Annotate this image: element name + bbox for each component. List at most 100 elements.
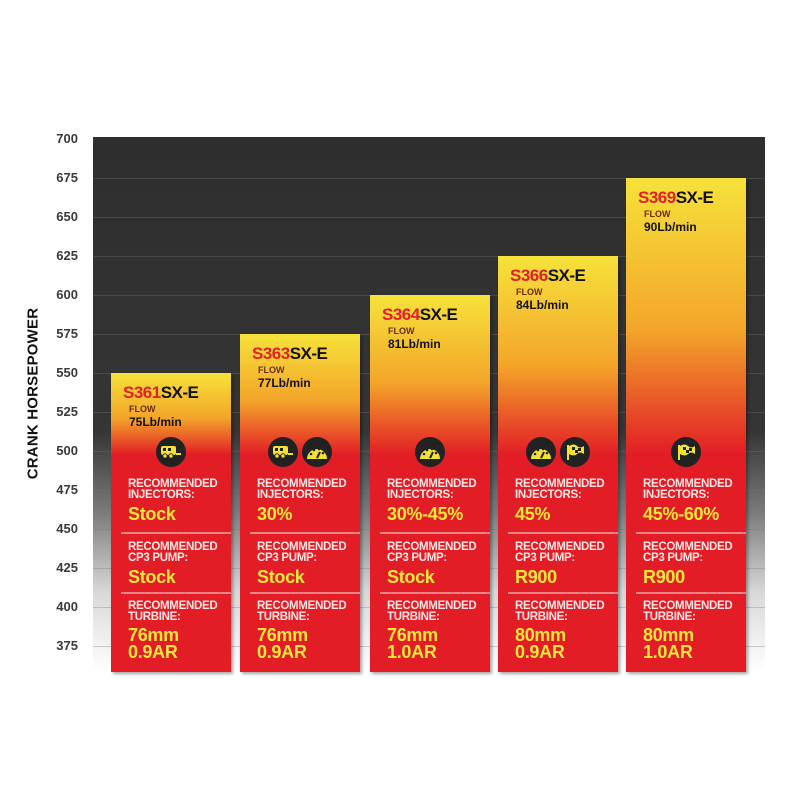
flow-value: 84Lb/min [516,298,569,312]
turbine-size: 76mm [257,625,308,645]
model-name: S361SX-E [123,383,199,403]
turbine-size: 80mm [515,625,566,645]
pump-label-line2: CP3 PUMP: [128,552,188,564]
flow-value: 75Lb/min [129,415,182,429]
gridline [93,178,765,179]
use-icons [626,437,746,467]
y-tick-label: 600 [56,287,78,302]
pump-label-line1: RECOMMENDED [387,541,477,553]
bar-s366: S366SX-E FLOW 84Lb/min RECOMMENDED INJECT… [498,256,618,672]
turbine-label-line2: TURBINE: [128,611,181,623]
towing-trailer-icon [156,437,186,467]
y-tick-label: 525 [56,404,78,419]
injectors-label: RECOMMENDED INJECTORS: [643,478,733,501]
performance-gauge-icon [302,437,332,467]
divider [636,532,746,534]
y-tick-label: 400 [56,599,78,614]
divider [121,532,231,534]
injectors-label: RECOMMENDED INJECTORS: [515,478,605,501]
bar-s363: S363SX-E FLOW 77Lb/min RECOMMENDED INJECT… [240,334,360,672]
turbine-value: 76mm 1.0AR [387,625,438,662]
turbine-value: 80mm 1.0AR [643,626,694,661]
flow-label: FLOW [258,365,285,375]
turbine-label-line1: RECOMMENDED [257,600,347,612]
bar-s361: S361SX-E FLOW 75Lb/min RECOMMENDED INJECT… [111,373,231,672]
use-icons [111,437,231,467]
injectors-label-line2: INJECTORS: [643,489,710,501]
turbine-label-line1: RECOMMENDED [515,600,605,612]
model-prefix: S361 [123,383,161,402]
turbine-ar: 1.0AR [387,642,437,662]
model-name: S364SX-E [382,305,458,325]
turbine-label: RECOMMENDED TURBINE: [257,600,347,623]
turbine-value: 76mm 0.9AR [128,625,179,662]
pump-value: Stock [257,567,305,587]
turbine-label: RECOMMENDED TURBINE: [643,600,733,623]
injectors-value: 30% [257,504,293,524]
turbine-label-line1: RECOMMENDED [643,600,733,612]
pump-label: RECOMMENDED CP3 PUMP: [257,541,347,564]
turbine-label-line2: TURBINE: [257,611,310,623]
pump-label: RECOMMENDED CP3 PUMP: [387,541,477,564]
performance-gauge-icon [415,437,445,467]
turbine-ar: 0.9AR [515,642,565,662]
turbine-size: 76mm [387,625,438,645]
y-tick-label: 650 [56,209,78,224]
injectors-label-line1: RECOMMENDED [643,478,733,490]
checkered-flag-icon [560,437,590,467]
injectors-label-line2: INJECTORS: [515,489,582,501]
pump-label-line2: CP3 PUMP: [257,552,317,564]
model-suffix: SX-E [160,383,199,402]
model-suffix: SX-E [419,305,458,324]
y-tick-label: 675 [56,170,78,185]
turbine-ar: 0.9AR [257,642,307,662]
y-tick-label: 425 [56,560,78,575]
use-icons [370,437,490,467]
y-tick-label: 375 [56,638,78,653]
turbine-size: 76mm [128,625,179,645]
turbine-ar: 0.9AR [128,642,178,662]
injectors-value: 30%-45% [387,504,463,524]
pump-label-line1: RECOMMENDED [515,541,605,553]
pump-label-line2: CP3 PUMP: [515,552,575,564]
turbine-value: 80mm 0.9AR [515,625,566,662]
divider [250,592,360,594]
divider [508,532,618,534]
model-prefix: S364 [382,305,420,324]
divider [380,592,490,594]
flow-label: FLOW [644,209,671,219]
y-tick-label: 500 [56,443,78,458]
injectors-label: RECOMMENDED INJECTORS: [257,478,347,501]
flow-label: FLOW [516,287,543,297]
y-tick-label: 575 [56,326,78,341]
pump-value: R900 [515,567,557,587]
injectors-label-line2: INJECTORS: [257,489,324,501]
model-name: S369SX-E [638,188,714,208]
bar-s369: S369SX-E FLOW 90Lb/min RECOMMENDED INJECT… [626,178,746,672]
y-tick-label: 550 [56,365,78,380]
turbine-label: RECOMMENDED TURBINE: [515,600,605,623]
divider [380,532,490,534]
checkered-flag-icon [671,437,701,467]
y-tick-label: 625 [56,248,78,263]
divider [636,592,746,594]
injectors-value: 45% [515,504,551,524]
pump-label-line1: RECOMMENDED [128,541,218,553]
model-suffix: SX-E [675,188,714,207]
y-tick-label: 475 [56,482,78,497]
model-prefix: S363 [252,344,290,363]
pump-label-line1: RECOMMENDED [643,541,733,553]
flow-value: 90Lb/min [644,220,697,234]
injectors-value: 45%-60% [643,504,719,524]
pump-label: RECOMMENDED CP3 PUMP: [515,541,605,564]
towing-trailer-icon [268,437,298,467]
injectors-label-line1: RECOMMENDED [128,478,218,490]
pump-label-line2: CP3 PUMP: [643,552,703,564]
model-prefix: S369 [638,188,676,207]
pump-label-line2: CP3 PUMP: [387,552,447,564]
model-suffix: SX-E [289,344,328,363]
injectors-label-line1: RECOMMENDED [387,478,477,490]
turbine-label: RECOMMENDED TURBINE: [387,600,477,623]
divider [250,532,360,534]
turbine-label-line2: TURBINE: [387,611,440,623]
